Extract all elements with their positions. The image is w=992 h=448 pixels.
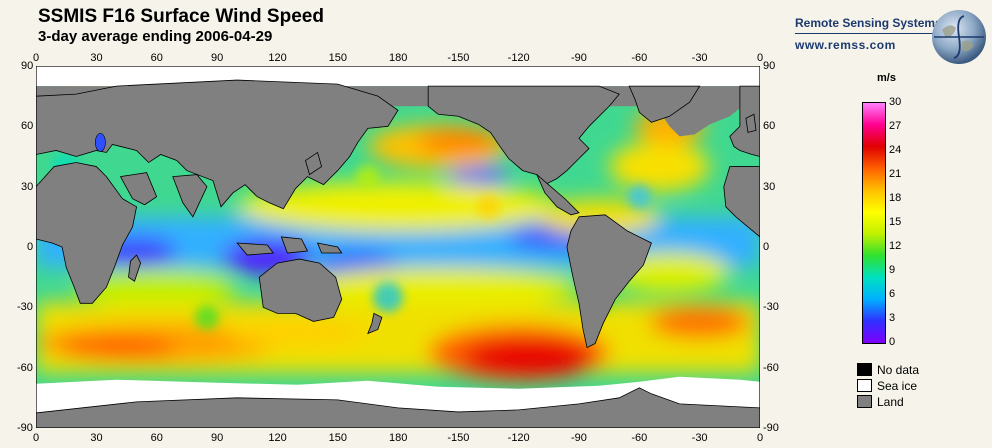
map-canvas xyxy=(35,65,761,429)
colorbar-tick-label: 12 xyxy=(889,240,902,252)
axis-tick-label: -60 xyxy=(631,432,648,444)
axis-tick-label: 90 xyxy=(211,432,224,444)
wind-speed-map[interactable] xyxy=(35,65,761,429)
colorbar-tick-label: 18 xyxy=(889,192,902,204)
colorbar-tick-label: 0 xyxy=(889,336,896,348)
axis-tick-label: 30 xyxy=(90,432,103,444)
axis-tick-label: -30 xyxy=(763,301,779,314)
axis-tick-label: 120 xyxy=(268,432,287,444)
legend-item: Sea ice xyxy=(857,379,917,393)
arctic-sea-ice xyxy=(36,66,760,87)
brand-rule xyxy=(795,33,955,34)
legend-label: Land xyxy=(877,395,904,409)
page-subtitle: 3-day average ending 2006-04-29 xyxy=(38,28,273,45)
land-masses xyxy=(36,79,760,428)
axis-tick-label: 0 xyxy=(33,52,40,64)
colorbar-tick-label: 24 xyxy=(889,144,902,156)
axis-tick-label: -60 xyxy=(17,361,33,374)
colorbar-tick-label: 6 xyxy=(889,288,896,300)
axis-tick-label: 150 xyxy=(328,52,348,64)
axis-tick-label: 0 xyxy=(757,52,764,64)
legend-label: Sea ice xyxy=(877,379,918,393)
axis-tick-label: -90 xyxy=(763,422,779,434)
axis-tick-label: 60 xyxy=(21,120,34,133)
axis-tick-label: 180 xyxy=(389,432,408,444)
axis-tick-label: -90 xyxy=(571,52,587,64)
axis-tick-label: 30 xyxy=(21,180,34,193)
axis-tick-label: 180 xyxy=(389,52,408,64)
axis-tick-label: -90 xyxy=(571,432,587,444)
legend-item: No data xyxy=(857,363,919,377)
axis-tick-label: 0 xyxy=(33,432,40,444)
colorbar-tick-label: 21 xyxy=(889,168,902,180)
axis-tick-label: 120 xyxy=(268,52,287,64)
brand-block[interactable]: Remote Sensing Systems www.remss.com xyxy=(795,16,992,52)
axis-tick-label: 90 xyxy=(211,52,224,64)
axis-tick-label: 90 xyxy=(21,60,34,72)
axis-tick-label: -30 xyxy=(691,52,708,64)
axis-tick-label: 30 xyxy=(90,52,103,64)
page-title: SSMIS F16 Surface Wind Speed xyxy=(38,6,324,27)
axis-tick-label: -120 xyxy=(507,52,530,64)
colorbar-tick-label: 3 xyxy=(889,312,896,324)
legend-swatch xyxy=(857,379,872,392)
legend-swatch xyxy=(857,395,872,408)
colorbar xyxy=(862,102,886,344)
axis-tick-label: -60 xyxy=(631,52,648,64)
legend-swatch xyxy=(857,363,872,376)
colorbar-tick-label: 27 xyxy=(889,120,902,132)
axis-tick-label: 150 xyxy=(328,432,348,444)
legend-item: Land xyxy=(857,395,904,409)
brand-url[interactable]: www.remss.com xyxy=(795,38,896,52)
axis-tick-label: 0 xyxy=(763,241,770,253)
axis-tick-label: 30 xyxy=(763,180,776,193)
axis-tick-label: 90 xyxy=(763,60,776,72)
axis-tick-label: 60 xyxy=(150,432,163,444)
axis-tick-label: -90 xyxy=(17,422,33,434)
axis-tick-label: -60 xyxy=(763,361,779,374)
colorbar-tick-label: 15 xyxy=(889,216,902,228)
globe-logo-icon xyxy=(932,10,986,64)
axis-tick-label: 60 xyxy=(763,120,776,133)
brand-name: Remote Sensing Systems xyxy=(795,16,942,30)
axis-tick-label: 0 xyxy=(27,241,34,253)
axis-tick-label: -120 xyxy=(507,432,530,444)
legend-label: No data xyxy=(877,363,920,377)
colorbar-tick-label: 30 xyxy=(889,96,902,108)
axis-tick-label: 60 xyxy=(150,52,163,64)
axis-tick-label: -30 xyxy=(691,432,708,444)
axis-tick-label: 0 xyxy=(757,432,764,444)
axis-tick-label: -150 xyxy=(447,432,470,444)
colorbar-unit: m/s xyxy=(877,72,896,84)
colorbar-tick-label: 9 xyxy=(889,264,896,276)
axis-tick-label: -30 xyxy=(17,301,33,314)
axis-tick-label: -150 xyxy=(447,52,470,64)
